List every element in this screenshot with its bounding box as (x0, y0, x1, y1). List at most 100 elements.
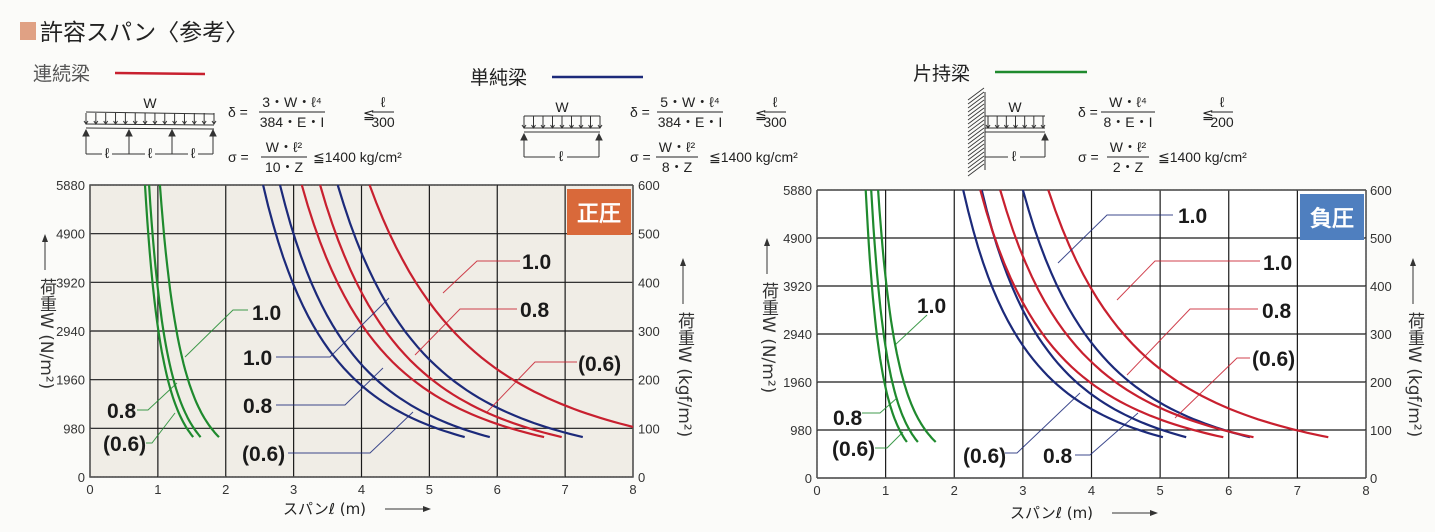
x-tick-label: 7 (1294, 483, 1301, 498)
leader-line (1174, 357, 1250, 419)
page-title: 許容スパン〈参考〉 (40, 20, 248, 46)
wall-hatch-line (967, 131, 985, 145)
series-line (262, 184, 465, 439)
series-label: 1.0 (1263, 252, 1292, 275)
legend-label: 片持梁 (913, 63, 970, 85)
y-tick-label-right: 300 (1370, 327, 1392, 342)
y-tick-label-right: 400 (638, 275, 660, 290)
stress-formula-lhs: σ = (228, 149, 249, 165)
deflection-fraction-numerator: W・ℓ⁴ (1109, 94, 1147, 110)
y-tick-label-right: 400 (1370, 279, 1392, 294)
series-label: 1.0 (252, 302, 281, 325)
y-tick-label-right: 500 (1370, 231, 1392, 246)
load-label: W (143, 95, 157, 111)
leader-line (442, 260, 520, 294)
wall-hatch-line (967, 107, 985, 121)
deflection-fraction-numerator: 5・W・ℓ⁴ (660, 94, 720, 110)
deflection-limit-fraction-numerator: ℓ (381, 94, 386, 110)
series-line (319, 184, 562, 439)
pressure-badge-label: 正圧 (577, 202, 621, 227)
leader-line (1116, 260, 1260, 301)
series-line (368, 184, 634, 428)
wall-hatch-line (967, 87, 985, 101)
deflection-limit-fraction-denominator: 300 (763, 114, 787, 130)
leq-symbol: ≦ (363, 106, 375, 122)
y-tick-label-right: 200 (638, 373, 660, 388)
x-tick-label: 4 (358, 482, 365, 497)
y-tick-label-left: 2940 (783, 327, 812, 342)
simple-beam-diagram: W ℓ (520, 99, 603, 164)
chart-positive-pressure: 0 1 2 3 4 5 6 7 80010098020019603002940400392050… (36, 178, 695, 518)
series-label: 0.8 (243, 395, 273, 418)
x-tick-label: 3 (1019, 483, 1026, 498)
x-tick-label: 0 (813, 483, 820, 498)
leader-line (288, 411, 414, 454)
series-label: (0.6) (242, 443, 285, 466)
stress-fraction-denominator: 10・Z (265, 159, 304, 175)
series-line (870, 189, 919, 443)
wall-hatch-line (967, 111, 985, 125)
leader-line (862, 397, 898, 414)
leader-line (276, 297, 390, 358)
legend-cantilever: 片持梁 (913, 63, 1087, 85)
series-label: (0.6) (832, 438, 875, 461)
y-tick-label-left: 2940 (56, 324, 85, 339)
series-line (300, 184, 545, 439)
title-marker (20, 22, 36, 40)
series-line (336, 184, 584, 439)
series-label: (0.6) (578, 353, 621, 376)
series-label: 1.0 (917, 295, 946, 318)
series-line (143, 184, 195, 438)
leader-line (1075, 412, 1139, 456)
y-axis-title-right: 荷重W (kgf/m²) (674, 312, 695, 437)
series-label: 1.0 (522, 251, 551, 274)
series-label: (0.6) (1252, 348, 1295, 371)
deflection-limit-fraction-numerator: ℓ (773, 94, 778, 110)
series-line (278, 184, 491, 439)
stress-limit: ≦1400 kg/cm² (313, 149, 402, 165)
series-label: (0.6) (103, 433, 146, 456)
y-tick-label-left: 980 (63, 421, 85, 436)
deflection-formula-lhs: δ = (630, 104, 650, 120)
series-label: 0.8 (1262, 300, 1292, 323)
leader-line (1005, 392, 1081, 454)
wall-hatch-line (967, 151, 985, 165)
wall-hatch-line (967, 95, 985, 109)
leader-line (414, 308, 517, 356)
series-line (980, 189, 1187, 439)
series-label: 0.8 (833, 407, 863, 430)
y-tick-label-left: 1960 (783, 375, 812, 390)
wall-hatch-line (967, 139, 985, 153)
y-tick-label-left: 4900 (56, 227, 85, 242)
plot-border (816, 189, 1367, 479)
legend-simple: 単純梁 (470, 67, 643, 89)
leq-symbol: ≦ (755, 106, 767, 122)
y-tick-label-right: 100 (638, 421, 660, 436)
wall-hatch-line (967, 147, 985, 161)
stress-limit: ≦1400 kg/cm² (1158, 149, 1247, 165)
leader-line (894, 314, 928, 346)
y-axis-title-left: 荷重W (N/m²) (36, 278, 57, 389)
leader-line (875, 431, 904, 449)
legend-label: 単純梁 (470, 67, 527, 89)
y-axis-title-left: 荷重W (N/m²) (758, 282, 779, 393)
y-tick-label-right: 100 (1370, 423, 1392, 438)
pressure-badge-label: 負圧 (1310, 206, 1354, 232)
series-label: 0.8 (1043, 445, 1073, 468)
wall-hatch-line (967, 91, 985, 105)
span-label: ℓ (191, 145, 196, 161)
deflection-formula-lhs: δ = (1078, 104, 1098, 120)
pressure-badge (1300, 194, 1364, 240)
y-tick-label-right: 200 (1370, 375, 1392, 390)
x-tick-label: 4 (1088, 483, 1095, 498)
stress-fraction-numerator: W・ℓ² (266, 139, 303, 155)
x-tick-label: 8 (1362, 483, 1369, 498)
legend-swatch-red (114, 71, 206, 76)
x-axis-title: スパンℓ (m) (283, 500, 366, 518)
y-tick-label-left: 980 (790, 423, 812, 438)
series-line (158, 184, 220, 438)
x-tick-label: 6 (494, 482, 501, 497)
wall-hatch-line (967, 135, 985, 149)
x-tick-label: 1 (882, 483, 889, 498)
plot-border (89, 184, 634, 478)
